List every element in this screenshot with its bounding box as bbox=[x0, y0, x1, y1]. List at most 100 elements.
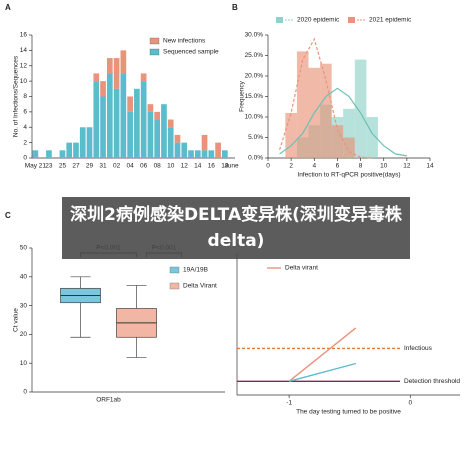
bar bbox=[106, 58, 113, 74]
legend-swatch bbox=[348, 17, 355, 23]
bar bbox=[181, 142, 188, 158]
y-tick-label: 40 bbox=[20, 274, 28, 281]
y-tick-label: 15.0% bbox=[245, 93, 264, 100]
x-tick-label: 12 bbox=[403, 163, 411, 170]
x-tick-label: June bbox=[225, 163, 239, 170]
x-tick-label: 18 bbox=[221, 163, 229, 170]
bar bbox=[46, 150, 52, 158]
y-tick-label: 30.0% bbox=[245, 32, 264, 39]
bar bbox=[343, 137, 355, 158]
bar bbox=[66, 142, 73, 158]
y-axis-label: Frequency bbox=[239, 80, 246, 111]
bar bbox=[86, 127, 93, 158]
y-tick-label: 4 bbox=[23, 124, 27, 131]
x-tick-label: 04 bbox=[126, 163, 134, 170]
x-tick-label: 31 bbox=[99, 163, 107, 170]
y-tick-label: 10 bbox=[20, 78, 28, 85]
legend-swatch bbox=[169, 266, 180, 274]
bar bbox=[201, 150, 208, 158]
bar bbox=[147, 111, 154, 158]
line bbox=[288, 327, 357, 382]
bar bbox=[167, 119, 174, 128]
x-tick-label: 0 bbox=[408, 400, 412, 407]
y-tick-label: 10.0% bbox=[245, 114, 264, 121]
x-tick-label: 12 bbox=[181, 163, 189, 170]
bar bbox=[134, 88, 140, 158]
fit-curve bbox=[279, 87, 408, 157]
legend-label: Delta virant bbox=[285, 265, 318, 272]
bar bbox=[127, 96, 133, 112]
bar bbox=[285, 112, 297, 158]
bar bbox=[120, 50, 127, 74]
bar bbox=[154, 119, 161, 158]
y-axis-label: Ct value bbox=[13, 308, 20, 332]
legend-label: 2021 epidemic bbox=[369, 17, 412, 24]
y-tick-label: 12 bbox=[20, 62, 28, 69]
bar bbox=[106, 73, 113, 158]
x-tick-label: 2 bbox=[289, 163, 293, 170]
x-tick-label: 4 bbox=[312, 163, 316, 170]
bar bbox=[100, 81, 106, 97]
y-tick-label: 8 bbox=[23, 93, 27, 100]
panel-label: C bbox=[5, 211, 11, 220]
bar bbox=[73, 142, 79, 158]
x-tick-label: 10 bbox=[167, 163, 175, 170]
y-tick-label: 16 bbox=[20, 32, 28, 39]
x-tick-label: May 21 bbox=[25, 163, 47, 170]
bar bbox=[167, 127, 174, 158]
legend-label: New infections bbox=[163, 38, 206, 45]
y-axis-label: No. of Infections/Sequences bbox=[13, 55, 20, 137]
bar bbox=[174, 134, 181, 143]
bar bbox=[366, 117, 378, 158]
y-tick-label: 6 bbox=[23, 109, 27, 116]
bar bbox=[140, 81, 147, 158]
bar bbox=[154, 111, 161, 120]
bar bbox=[113, 88, 120, 158]
bar bbox=[343, 108, 355, 158]
x-tick-label: 23 bbox=[45, 163, 53, 170]
y-tick-label: 0.0% bbox=[248, 155, 263, 162]
y-tick-label: 10 bbox=[20, 360, 28, 367]
legend-swatch bbox=[169, 282, 180, 290]
bar bbox=[296, 51, 309, 158]
bar bbox=[201, 134, 208, 151]
banner: 深圳2病例感染DELTA变异株(深圳变异毒株delta) bbox=[62, 197, 410, 259]
bar bbox=[208, 150, 215, 158]
bar bbox=[331, 125, 344, 158]
x-axis-label: The day testing turned to be positive bbox=[296, 409, 401, 416]
legend-label: 19A/19B bbox=[183, 267, 208, 274]
legend-swatch bbox=[149, 48, 160, 56]
reference-label: Detection threshold bbox=[404, 378, 460, 385]
x-tick-label: 27 bbox=[72, 163, 80, 170]
legend-label: Delta Virant bbox=[183, 283, 217, 290]
legend-swatch bbox=[276, 17, 283, 23]
x-tick-label: 25 bbox=[59, 163, 67, 170]
x-tick-label: 16 bbox=[208, 163, 216, 170]
y-tick-label: 2 bbox=[23, 139, 27, 146]
legend-swatch bbox=[149, 37, 160, 45]
fit-curve bbox=[279, 37, 373, 159]
panel-label: B bbox=[232, 3, 238, 12]
x-tick-label: -1 bbox=[286, 400, 292, 407]
bar bbox=[147, 104, 154, 112]
bar bbox=[222, 150, 228, 158]
bar bbox=[174, 142, 181, 158]
bar bbox=[93, 81, 100, 158]
panel-label: A bbox=[5, 3, 11, 12]
y-tick-label: 0 bbox=[23, 155, 27, 162]
x-tick-label: 6 bbox=[336, 163, 340, 170]
bar bbox=[188, 150, 194, 158]
y-tick-label: 20 bbox=[20, 331, 28, 338]
x-tick-label: 29 bbox=[86, 163, 94, 170]
x-tick-label: ORF1ab bbox=[96, 397, 121, 404]
bar bbox=[113, 58, 120, 89]
x-tick-label: 08 bbox=[154, 163, 162, 170]
y-tick-label: 5.0% bbox=[248, 134, 263, 141]
bar bbox=[127, 111, 133, 158]
x-tick-label: 10 bbox=[380, 163, 388, 170]
y-tick-label: 20.0% bbox=[245, 73, 264, 80]
bar bbox=[93, 73, 100, 82]
bar bbox=[79, 127, 86, 158]
